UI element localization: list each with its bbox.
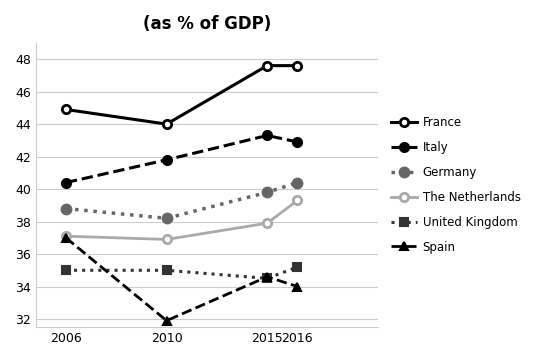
Legend: France, Italy, Germany, The Netherlands, United Kingdom, Spain: France, Italy, Germany, The Netherlands,… bbox=[390, 117, 520, 253]
Title: (as % of GDP): (as % of GDP) bbox=[143, 15, 271, 33]
